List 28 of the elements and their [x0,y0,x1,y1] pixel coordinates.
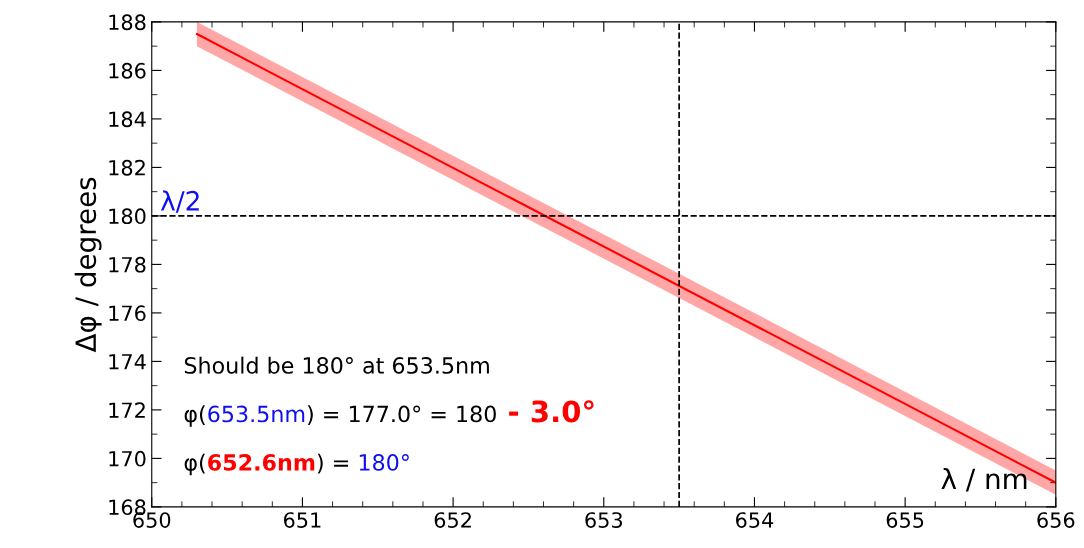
x-tick-label: 656 [1037,512,1075,528]
annotation: 652.6nm [208,454,315,471]
x-tick-label: 651 [284,512,321,528]
ref-line-label: λ/2 [160,190,199,213]
annotation: φ( [184,405,205,427]
y-tick-label: 172 [109,402,145,418]
x-tick-label: 654 [736,512,774,528]
annotation: 180° [359,454,409,471]
x-tick-label: 655 [886,512,924,528]
annotation: ) = [317,453,348,474]
y-tick-label: 186 [109,62,146,79]
y-tick-label: 180 [109,208,146,225]
x-tick-label: 652 [434,512,471,528]
y-tick-label: 182 [109,159,145,176]
y-tick-label: 178 [109,256,146,273]
annotation: φ( [184,453,205,476]
x-tick-label: 653 [585,512,622,528]
annotation: 653.5nm [208,405,305,423]
y-axis-title: Δφ / degrees [74,177,102,353]
y-tick-label: 188 [109,14,146,31]
annotation: - 3.0° [509,400,594,423]
x-axis-title: λ / nm [941,467,1027,492]
y-tick-label: 170 [109,450,146,467]
y-tick-label: 184 [109,111,146,128]
annotation: Should be 180° at 653.5nm [184,356,489,374]
annotation: ) = 177.0° = 180 [307,405,496,425]
y-tick-label: 174 [109,354,146,370]
y-tick-label: 176 [109,305,146,322]
